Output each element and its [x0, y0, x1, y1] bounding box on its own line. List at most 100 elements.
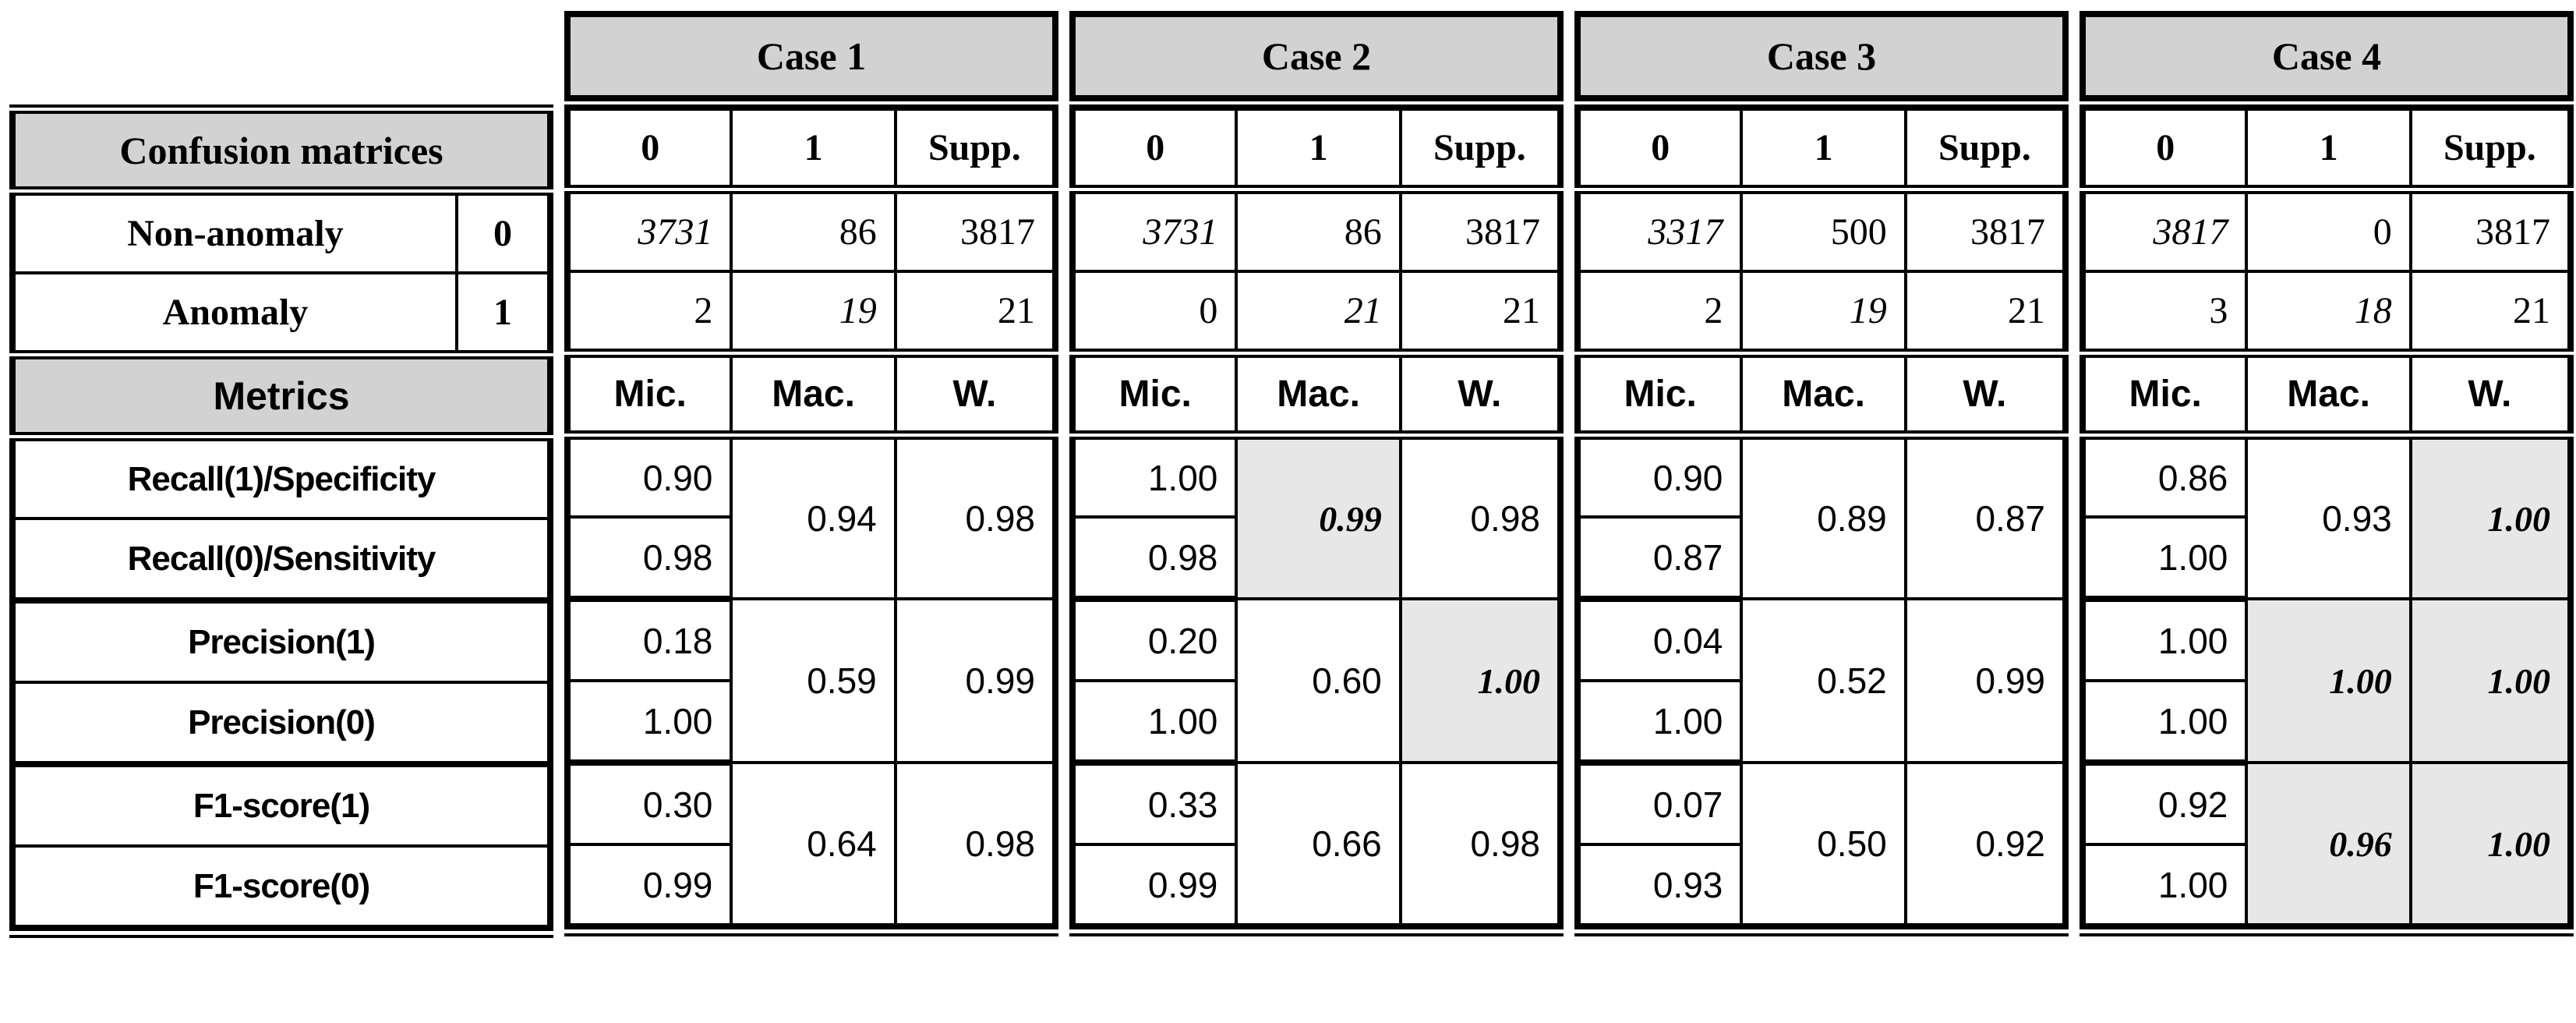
metric-label-precision1: Precision(1) [12, 600, 550, 684]
class-code-1-cell: 1 [454, 273, 550, 359]
metric-col-header-mac: Mac. [1235, 353, 1401, 440]
cm-col-header-0: 0 [1072, 108, 1237, 194]
metric-value-precision-mac: 1.00 [2245, 599, 2411, 764]
cm-value-cell: 0 [2245, 189, 2411, 273]
metric-value-f1-1-mic: 0.30 [567, 763, 732, 846]
metric-col-header-w: W. [1398, 353, 1560, 440]
metric-value-recall1-mic: 1.00 [1072, 435, 1237, 519]
cm-value-cell: 86 [730, 189, 896, 273]
case-1-header: Case 1 [564, 11, 1058, 101]
metric-col-header-w: W. [893, 353, 1055, 440]
metric-col-header-mac: Mac. [1740, 353, 1906, 440]
metric-value-recall0-mic: 0.98 [567, 517, 732, 602]
metric-col-header-mic: Mic. [2083, 353, 2247, 440]
metric-value-f1-w: 1.00 [2408, 763, 2571, 928]
cm-value-cell: 0 [1072, 271, 1237, 358]
metric-value-f1-0-mic: 0.99 [1147, 864, 1218, 905]
metric-value-f1-mac: 0.50 [1740, 763, 1906, 928]
cm-value-cell: 3817 [1398, 189, 1560, 273]
cm-col-header-supp: Supp. [893, 108, 1055, 194]
metric-value-recall-mac: 0.93 [2245, 435, 2411, 600]
cm-col-header-1: 1 [1235, 108, 1401, 194]
metric-value-recall0-mic: 0.98 [1072, 517, 1237, 602]
cm-col-header-supp: Supp. [1903, 108, 2065, 194]
metric-label-recall1: Recall(1)/Specificity [12, 437, 550, 520]
metric-col-header-w: W. [1903, 353, 2065, 440]
metric-value-precision1-mic: 0.04 [1578, 599, 1742, 682]
cm-col-header-0: 0 [2083, 108, 2247, 194]
case-column-3: Case 3 0 1 Supp. 3317 500 3817 2 19 21 [1574, 11, 2069, 936]
cm-value-cell: 19 [730, 271, 896, 358]
metric-value-precision0-mic: 1.00 [1578, 681, 1742, 766]
metric-col-header-mic: Mic. [567, 353, 732, 440]
metric-col-header-w: W. [2408, 353, 2571, 440]
cm-value-cell: 3817 [893, 189, 1055, 273]
metric-value-precision-w: 0.99 [893, 599, 1055, 764]
case-3-table: 0 1 Supp. 3317 500 3817 2 19 21 Mic. Mac… [1574, 104, 2069, 929]
case-3-wrap: 0 1 Supp. 3317 500 3817 2 19 21 Mic. Mac… [1574, 104, 2069, 936]
metric-value-f1-mac: 0.64 [730, 763, 896, 928]
cm-value-cell: 3817 [2408, 189, 2571, 273]
metric-value-precision-w: 1.00 [1398, 599, 1560, 764]
metric-value-precision1-mic: 0.20 [1072, 599, 1237, 682]
metric-value-f1-1-mic: 0.92 [2083, 763, 2247, 846]
case-column-4: Case 4 0 1 Supp. 3817 0 3817 3 18 21 [2080, 11, 2574, 936]
case-column-2: Case 2 0 1 Supp. 3731 86 3817 0 21 21 [1069, 11, 1564, 936]
metric-value-precision1-mic: 0.18 [567, 599, 732, 682]
metric-value-precision-w: 1.00 [2408, 599, 2571, 764]
metric-value-f1-0-mic: 1.00 [2157, 864, 2228, 905]
metric-col-header-mac: Mac. [730, 353, 896, 440]
cm-value-cell: 3817 [1903, 189, 2065, 273]
case-column-1: Case 1 0 1 Supp. 3731 86 3817 2 19 21 [564, 11, 1058, 936]
case-1-table: 0 1 Supp. 3731 86 3817 2 19 21 Mic. Mac. [564, 104, 1058, 929]
metric-value-precision-mac: 0.59 [730, 599, 896, 764]
cm-value-cell: 21 [1398, 271, 1560, 358]
label-table: Confusion matrices Non-anomaly 0 Anomaly… [9, 104, 553, 931]
metric-label-recall0: Recall(0)/Sensitivity [12, 519, 550, 604]
metric-value-f1-w: 0.98 [893, 763, 1055, 928]
case-2-table: 0 1 Supp. 3731 86 3817 0 21 21 Mic. Mac. [1069, 104, 1564, 929]
cm-col-header-0: 0 [567, 108, 732, 194]
metric-value-recall0-mic: 0.87 [1578, 517, 1742, 602]
metric-label-f1-1: F1-score(1) [12, 764, 550, 848]
metric-label-precision0: Precision(0) [12, 682, 550, 767]
case-1-wrap: 0 1 Supp. 3731 86 3817 2 19 21 Mic. Mac. [564, 104, 1058, 936]
case-2-wrap: 0 1 Supp. 3731 86 3817 0 21 21 Mic. Mac. [1069, 104, 1564, 936]
row-label-non-anomaly: Non-anomaly [12, 191, 457, 274]
metric-value-precision-w: 0.99 [1903, 599, 2065, 764]
metric-value-recall1-mic: 0.90 [1578, 435, 1742, 519]
cm-value-cell: 3 [2083, 271, 2247, 358]
metric-value-recall-w: 1.00 [2408, 435, 2571, 600]
metric-value-recall1-mic: 0.90 [567, 435, 732, 519]
metric-value-precision-mac: 0.60 [1235, 599, 1401, 764]
metric-col-header-mac: Mac. [2245, 353, 2411, 440]
label-panel-spacer [9, 11, 553, 104]
metric-col-header-mic: Mic. [1578, 353, 1742, 440]
metric-value-precision0-mic: 1.00 [2083, 681, 2247, 766]
case-4-header: Case 4 [2080, 11, 2574, 101]
cm-value-cell: 21 [1235, 271, 1401, 358]
metric-value-f1-mac: 0.96 [2245, 763, 2411, 928]
metric-label-f1-0: F1-score(0) [193, 866, 370, 905]
metric-value-f1-0-mic: 0.99 [642, 864, 713, 905]
metric-value-recall-mac: 0.99 [1235, 435, 1401, 600]
metric-value-f1-w: 0.92 [1903, 763, 2065, 928]
case-4-table: 0 1 Supp. 3817 0 3817 3 18 21 Mic. Mac. [2080, 104, 2574, 929]
metric-value-f1-mac: 0.66 [1235, 763, 1401, 928]
results-table: Confusion matrices Non-anomaly 0 Anomaly… [9, 11, 2576, 938]
cm-value-cell: 21 [1903, 271, 2065, 358]
cm-value-cell: 86 [1235, 189, 1401, 273]
label-panel: Confusion matrices Non-anomaly 0 Anomaly… [9, 11, 553, 938]
metric-value-recall-mac: 0.94 [730, 435, 896, 600]
metrics-header-cell: Metrics [12, 355, 550, 441]
metric-value-precision1-mic: 1.00 [2083, 599, 2247, 682]
case-2-header: Case 2 [1069, 11, 1564, 101]
cm-value-cell: 18 [2245, 271, 2411, 358]
cm-col-header-1: 1 [2245, 108, 2411, 194]
class-code-0-cell: 0 [454, 191, 550, 274]
case-4-wrap: 0 1 Supp. 3817 0 3817 3 18 21 Mic. Mac. [2080, 104, 2574, 936]
cm-value-cell: 3731 [1072, 189, 1237, 273]
metric-value-precision-mac: 0.52 [1740, 599, 1906, 764]
metric-value-recall1-mic: 0.86 [2083, 435, 2247, 519]
